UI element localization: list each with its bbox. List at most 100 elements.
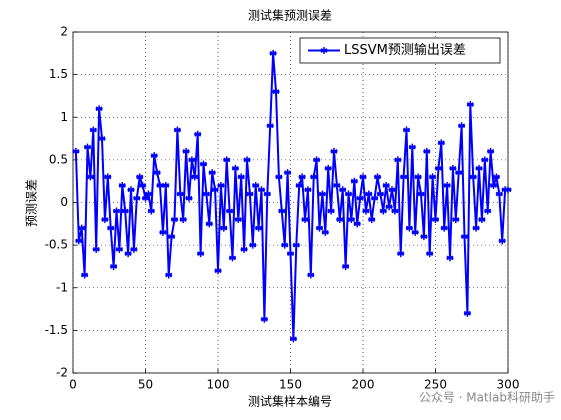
- point-marker: [92, 245, 100, 253]
- point-marker: [98, 135, 106, 143]
- point-marker: [443, 181, 451, 189]
- point-marker: [263, 190, 271, 198]
- point-marker: [284, 169, 292, 177]
- point-marker: [220, 224, 228, 232]
- point-marker: [432, 216, 439, 224]
- y-tick-label: 0.5: [49, 152, 68, 166]
- point-marker: [478, 216, 486, 224]
- watermark: 公众号 · Matlab科研助手: [419, 391, 555, 405]
- point-marker: [281, 241, 289, 249]
- point-marker: [342, 262, 350, 270]
- point-marker: [336, 216, 344, 224]
- point-marker: [379, 207, 387, 215]
- point-marker: [231, 164, 239, 172]
- point-marker: [339, 186, 347, 194]
- point-marker: [81, 271, 89, 279]
- point-marker: [495, 190, 503, 198]
- point-marker: [333, 181, 341, 189]
- point-marker: [75, 237, 83, 245]
- y-tick-label: 0: [60, 195, 68, 209]
- point-marker: [298, 173, 306, 181]
- point-marker: [394, 156, 402, 164]
- point-marker: [243, 156, 251, 164]
- point-marker: [168, 233, 176, 241]
- point-marker: [249, 241, 257, 249]
- point-marker: [347, 216, 355, 224]
- point-marker: [234, 216, 242, 224]
- point-marker: [452, 216, 460, 224]
- point-marker: [374, 173, 381, 181]
- point-marker: [150, 152, 158, 160]
- legend-label: LSSVM预测输出误差: [344, 42, 466, 58]
- point-marker: [484, 207, 492, 215]
- x-tick-label: 150: [279, 378, 302, 392]
- point-marker: [124, 250, 132, 258]
- point-marker: [107, 224, 115, 232]
- point-marker: [437, 139, 445, 147]
- point-marker: [89, 126, 97, 134]
- point-marker: [382, 181, 390, 189]
- point-marker: [156, 181, 164, 189]
- point-marker: [423, 147, 431, 155]
- point-marker: [408, 143, 416, 151]
- point-marker: [295, 181, 303, 189]
- point-marker: [223, 156, 231, 164]
- point-marker: [490, 181, 497, 189]
- point-marker: [368, 216, 376, 224]
- point-marker: [455, 169, 463, 177]
- point-marker: [101, 216, 109, 224]
- plot-frame: [72, 31, 509, 374]
- y-tick-label: 1.5: [49, 67, 68, 81]
- point-marker: [463, 309, 471, 317]
- point-marker: [504, 186, 512, 194]
- point-marker: [304, 186, 312, 194]
- point-marker: [324, 164, 332, 172]
- point-marker: [217, 181, 225, 189]
- point-marker: [118, 181, 126, 189]
- point-marker: [327, 207, 335, 215]
- legend-marker: [320, 47, 328, 54]
- point-marker: [321, 228, 329, 236]
- point-marker: [246, 190, 254, 198]
- point-marker: [72, 147, 80, 155]
- point-marker: [194, 130, 202, 138]
- y-tick-label: 2: [60, 25, 68, 39]
- point-marker: [162, 181, 170, 189]
- point-marker: [365, 190, 373, 198]
- point-marker: [173, 126, 181, 134]
- point-marker: [434, 164, 442, 172]
- point-marker: [214, 267, 222, 275]
- point-marker: [350, 177, 358, 185]
- point-marker: [255, 224, 263, 232]
- x-tick-label: 100: [207, 378, 230, 392]
- point-marker: [84, 143, 91, 151]
- point-marker: [391, 207, 399, 215]
- point-marker: [275, 173, 283, 181]
- point-marker: [139, 181, 147, 189]
- point-marker: [405, 224, 413, 232]
- point-marker: [226, 207, 234, 215]
- x-tick-label: 300: [497, 378, 520, 392]
- point-marker: [147, 207, 155, 215]
- point-marker: [458, 122, 466, 130]
- point-marker: [185, 194, 193, 202]
- point-marker: [202, 190, 210, 198]
- y-tick-label: 1: [60, 110, 68, 124]
- point-marker: [171, 216, 178, 224]
- point-marker: [330, 147, 338, 155]
- y-tick-label: -0.5: [45, 238, 68, 252]
- point-marker: [142, 194, 149, 202]
- point-marker: [362, 207, 370, 215]
- point-marker: [133, 194, 141, 202]
- point-marker: [258, 186, 265, 194]
- point-marker: [165, 271, 173, 279]
- point-marker: [481, 156, 489, 164]
- point-marker: [121, 207, 129, 215]
- point-marker: [188, 156, 196, 164]
- point-marker: [197, 250, 205, 258]
- point-marker: [272, 88, 280, 96]
- point-marker: [159, 228, 167, 236]
- point-marker: [260, 315, 268, 323]
- point-marker: [301, 216, 309, 224]
